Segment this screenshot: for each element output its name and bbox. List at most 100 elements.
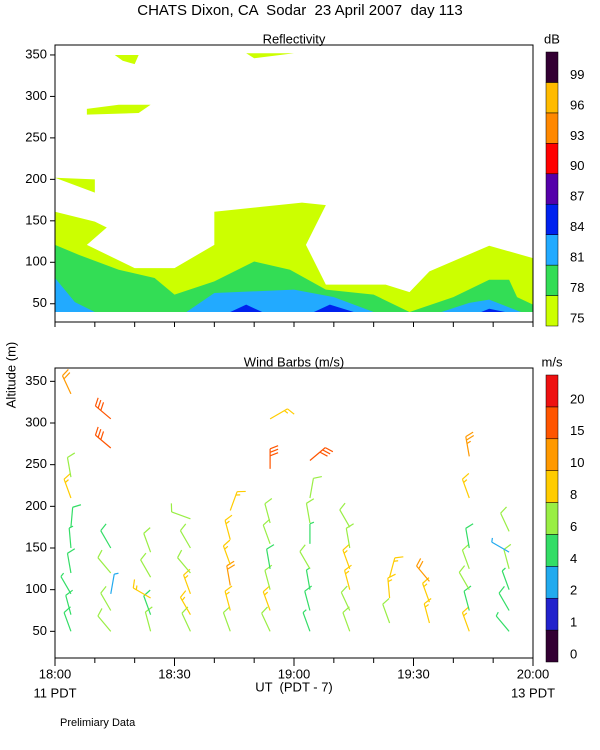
colorbar-tick-label: 96 [570,97,584,112]
barb-feather [424,604,429,608]
barb-staff [309,478,314,499]
barb-feather [261,606,268,614]
barb-feather [264,564,273,571]
barb-staff [491,541,510,553]
wind-barb [143,527,152,553]
barb-feather [503,543,512,550]
barb-feather [183,568,191,576]
barb-feather [179,523,187,532]
wind-barb [491,537,510,553]
barb-feather [60,572,65,577]
colorbar-tick-label: 8 [570,487,577,502]
barb-feather [463,479,468,483]
wind-barb [498,586,510,611]
barb-feather [177,549,183,558]
barb-staff [100,592,112,611]
contour-region [230,304,263,313]
barb-staff [177,557,191,574]
wind-barb [339,502,351,528]
barb-staff [140,559,152,578]
colorbar-tick-label: 87 [570,189,584,204]
barb-feather [269,452,279,457]
barb-feather [97,399,102,409]
barb-staff [299,551,311,570]
barb-feather [342,543,350,551]
colorbar-box [545,374,559,408]
barb-feather [284,410,289,414]
colorbar-box [545,406,559,440]
barb-feather [224,545,229,550]
wind-barb [501,567,510,590]
y-tick-label: 100 [25,254,47,269]
colorbar-tick-label: 6 [570,519,577,534]
barb-staff [302,612,311,632]
wind-barb [63,473,72,499]
y-tick-label: 50 [33,295,47,310]
wind-barb [179,523,191,549]
barb-staff [264,570,271,590]
x-tick-label: 19:30 [397,666,430,681]
wind-barb [66,548,76,574]
wind-barb [60,572,72,595]
colorbar-box [545,203,559,235]
barb-feather [143,527,151,534]
wind-barb [299,544,311,570]
contour-region [481,308,506,313]
page-title: CHATS Dixon, CA Sodar 23 April 2007 day … [137,2,462,19]
barb-feather [309,521,315,525]
barb-staff [261,612,271,632]
barb-staff [110,574,115,594]
barb-feather [179,590,187,598]
barb-feather [262,518,271,526]
colorbar-tick-label: 20 [570,391,584,406]
wind-barb [264,498,273,524]
barb-feather [462,543,470,551]
colorbar-tick-label: 99 [570,67,584,82]
colorbar-box [545,234,559,266]
barb-staff [97,557,112,574]
barb-staff [498,592,510,611]
barb-feather [343,550,348,554]
barb-feather [319,451,328,457]
barb-feather [322,449,331,455]
wind-barb [387,573,396,599]
barb-staff [179,530,191,549]
colorbar-tick-label: 84 [570,219,584,234]
contour-region [114,54,139,65]
y-tick-label: 150 [25,539,47,554]
x-tick-label: 18:00 [39,666,72,681]
barb-feather [393,560,399,562]
wind-barb [389,556,404,578]
colorbar-box [545,470,559,503]
wind-barb [179,590,191,615]
barb-staff [181,612,191,632]
barb-staff [143,533,152,553]
wind-barb [342,543,351,570]
barb-feather [227,564,236,570]
wind-barb [94,397,112,420]
barb-feather [100,431,105,440]
wind-barb [458,565,470,590]
colorbar-tick-label: 0 [570,646,577,661]
y-tick-label: 300 [25,88,47,103]
colorbar-box [545,597,559,631]
contour-region [55,244,533,313]
barb-feather [340,585,348,593]
wind-barb [309,475,322,499]
barb-feather [387,579,393,583]
barb-feather [287,408,295,415]
plot-frame [54,44,534,323]
barb-feather [132,579,136,589]
y-tick-label: 200 [25,498,47,513]
barb-staff [305,569,311,590]
colorbar-tick-label: 93 [570,128,584,143]
barb-feather [224,585,233,592]
wind-barb [100,586,112,611]
barb-feather [140,552,147,561]
wind-barb [65,589,74,615]
barb-feather [463,612,468,617]
colorbar-box [545,82,559,114]
barb-feather [465,431,474,438]
y-tick-label: 150 [25,212,47,227]
wind-barb [416,558,430,582]
